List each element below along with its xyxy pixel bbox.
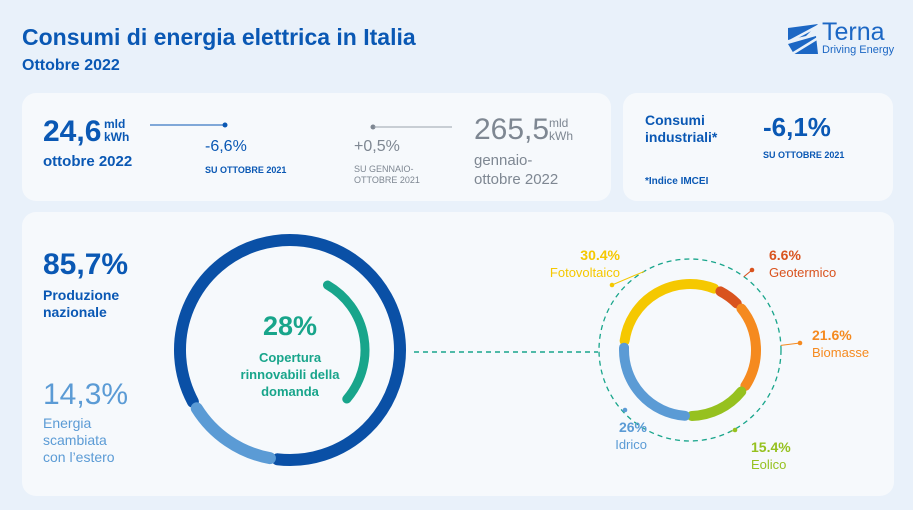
- label-name-geotermico: Geotermico: [769, 265, 837, 280]
- slice-national: [174, 234, 406, 466]
- leader-dot-fotovoltaico: [609, 282, 615, 288]
- label-name-eolico: Eolico: [751, 457, 787, 472]
- renewables-donut: [598, 258, 803, 442]
- leader-dot-geotermico: [749, 267, 755, 273]
- industrial-value: -6,1%: [763, 112, 831, 142]
- label-pct-idrico: 26%: [618, 419, 647, 435]
- foreign-pct: 14,3%: [43, 378, 129, 411]
- industrial-note: *Indice IMCEI: [645, 176, 709, 187]
- slice-idrico: [619, 342, 690, 421]
- cumulative-unit-top: mld: [549, 116, 569, 130]
- leader-dot-eolico: [732, 427, 738, 433]
- label-name-idrico: Idrico: [615, 437, 647, 452]
- foreign-label-3: con l’estero: [43, 449, 115, 465]
- cumulative-value: 265,5: [474, 113, 550, 146]
- slice-fotovoltaico: [619, 279, 720, 346]
- label-idrico: 26% Idrico: [567, 418, 647, 454]
- page-subtitle: Ottobre 2022: [22, 57, 120, 74]
- label-pct-fotovoltaico: 30.4%: [580, 247, 620, 263]
- monthly-summary-card: [22, 93, 611, 201]
- foreign-label-2: scambiata: [43, 432, 107, 448]
- slice-foreign: [190, 402, 276, 465]
- monthly-period: ottobre 2022: [43, 153, 133, 170]
- slice-geotermico: [715, 286, 742, 309]
- label-pct-biomasse: 21.6%: [812, 327, 852, 343]
- cumulative-unit-bottom: kWh: [549, 129, 573, 143]
- cumulative-period-2: ottobre 2022: [474, 171, 559, 188]
- label-pct-eolico: 15.4%: [751, 439, 791, 455]
- cumulative-change-ref-2: OTTOBRE 2021: [354, 175, 420, 185]
- national-label-1: Produzione: [43, 287, 120, 303]
- renew-label-1: Copertura: [258, 350, 322, 365]
- label-eolico: 15.4% Eolico: [751, 438, 791, 474]
- slice-eolico: [686, 386, 747, 421]
- foreign-label-1: Energia: [43, 415, 92, 431]
- leader-dot-biomasse: [797, 340, 803, 346]
- national-pct: 85,7%: [43, 248, 129, 281]
- industrial-label-2: industriali*: [645, 129, 718, 145]
- logo-tagline: Driving Energy: [822, 44, 895, 56]
- monthly-change: -6,6%: [205, 138, 247, 155]
- renew-pct: 28%: [262, 311, 318, 341]
- logo-name: Terna: [822, 18, 885, 46]
- label-geotermico: 6.6% Geotermico: [769, 246, 836, 282]
- label-biomasse: 21.6% Biomasse: [812, 326, 869, 362]
- leader-fotovoltaico: [611, 270, 645, 286]
- slice-renewable-coverage: [323, 280, 370, 404]
- terna-logo-icon: [787, 24, 819, 56]
- industrial-ref: SU OTTOBRE 2021: [763, 150, 845, 160]
- leader-biomasse: [780, 342, 801, 346]
- cumulative-change-ref-1: SU GENNAIO-: [354, 164, 414, 174]
- cumulative-change: +0,5%: [354, 138, 400, 155]
- page-title: Consumi di energia elettrica in Italia: [22, 24, 416, 50]
- renew-label: Copertura rinnovabili della domanda: [200, 349, 380, 400]
- slice-biomasse: [736, 303, 761, 391]
- label-fotovoltaico: 30.4% Fotovoltaico: [540, 246, 620, 282]
- monthly-unit-bottom: kWh: [104, 130, 130, 144]
- renew-label-3: domanda: [261, 384, 319, 399]
- label-name-fotovoltaico: Fotovoltaico: [549, 265, 620, 280]
- monthly-value: 24,6: [43, 115, 102, 148]
- leader-dot-idrico: [622, 407, 628, 413]
- industrial-label-1: Consumi: [645, 112, 705, 128]
- supply-card: [22, 212, 894, 496]
- national-label-2: nazionale: [43, 304, 107, 320]
- cumulative-change-line: [370, 124, 452, 130]
- monthly-change-line: [150, 122, 228, 128]
- label-name-biomasse: Biomasse: [812, 345, 870, 360]
- monthly-unit-top: mld: [104, 117, 126, 131]
- cumulative-period-1: gennaio-: [474, 152, 533, 169]
- label-pct-geotermico: 6.6%: [769, 247, 801, 263]
- supply-donut: [174, 234, 406, 466]
- renew-label-2: rinnovabili della: [240, 367, 340, 382]
- renewables-outer-ring: [598, 258, 782, 442]
- monthly-change-ref: SU OTTOBRE 2021: [205, 165, 287, 175]
- industrial-card: [623, 93, 893, 201]
